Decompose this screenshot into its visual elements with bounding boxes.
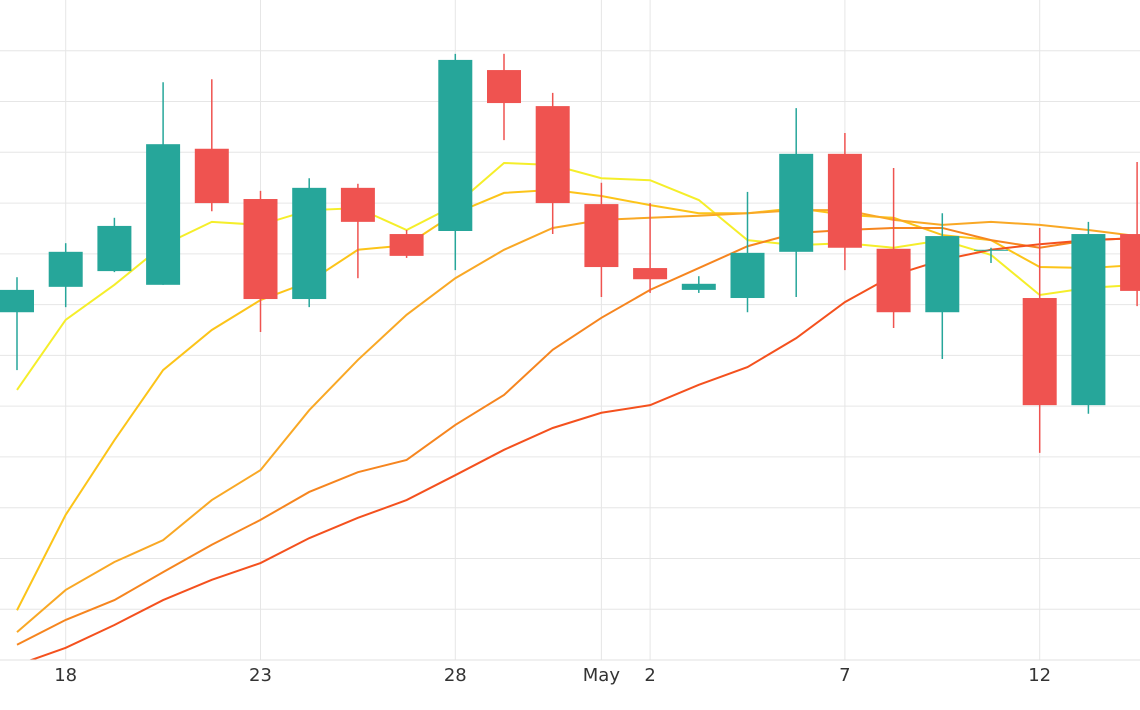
plot-area: [0, 53, 1140, 660]
candle-body: [1071, 234, 1106, 406]
candle-body: [974, 249, 1008, 251]
x-tick-label: 12: [1028, 665, 1051, 686]
x-tick-label: 18: [54, 665, 77, 686]
grid: [0, 0, 1140, 661]
candle-body: [48, 251, 83, 287]
x-axis: 18 23 28 May 2 7 12: [0, 659, 1140, 686]
candle-body: [876, 248, 911, 313]
candle-body: [633, 268, 668, 280]
moving-average-line: [28, 237, 1138, 660]
moving-average-line: [16, 188, 1138, 611]
x-tick-label: 2: [644, 665, 655, 686]
candle-body: [681, 283, 716, 290]
candle-body: [340, 187, 375, 222]
candle-body: [487, 70, 521, 104]
candle-body: [0, 289, 34, 313]
x-tick-label: 23: [249, 665, 272, 686]
candle-body: [584, 204, 619, 268]
moving-average-line: [16, 226, 1138, 646]
candle-body: [146, 144, 181, 285]
x-tick-label: 28: [444, 665, 467, 686]
candle-body: [925, 236, 960, 313]
candle-body: [194, 148, 229, 204]
candle-body: [730, 252, 765, 299]
candle-body: [243, 199, 278, 300]
candle-body: [97, 225, 132, 272]
candle-body: [779, 153, 814, 252]
candle-body: [438, 59, 473, 232]
candle-body: [827, 153, 862, 248]
moving-average-line: [16, 209, 1138, 633]
x-tick-label: May: [583, 665, 621, 686]
candle-body: [535, 106, 570, 204]
candle-body: [292, 187, 327, 300]
candle-body: [1022, 298, 1057, 406]
candle-body: [1120, 234, 1140, 291]
x-tick-label: 7: [839, 665, 850, 686]
candle-body: [389, 234, 424, 256]
